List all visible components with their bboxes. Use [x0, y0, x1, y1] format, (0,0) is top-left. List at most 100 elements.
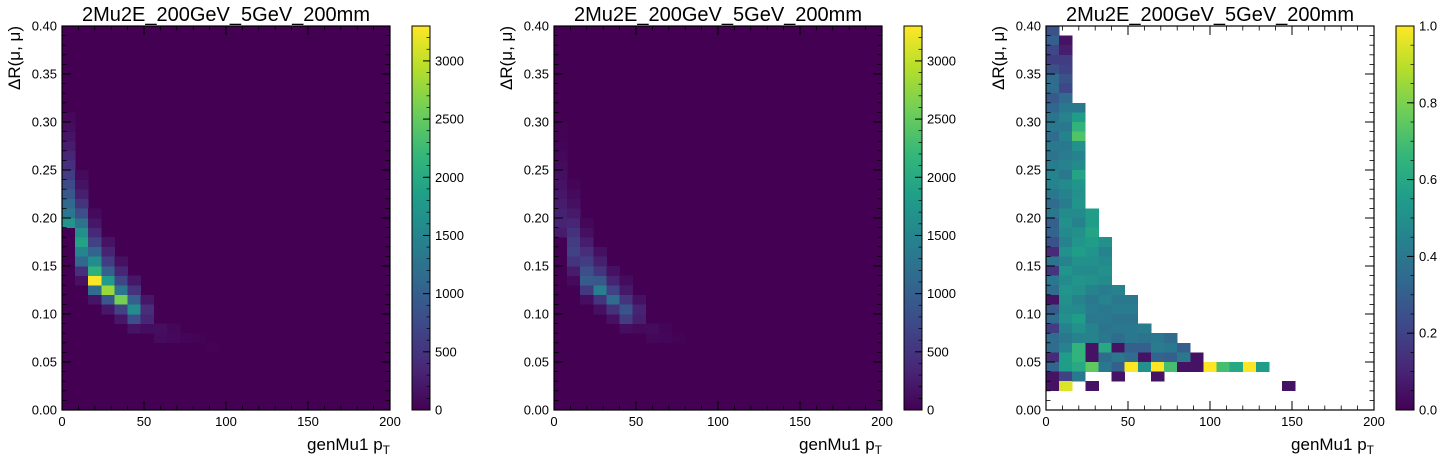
heatmap-cell	[1046, 131, 1060, 142]
heatmap-cell	[1072, 198, 1086, 209]
y-tick-label: 0.40	[1016, 19, 1041, 34]
heatmap-cell	[580, 266, 594, 276]
heatmap-cell	[1046, 141, 1060, 152]
heatmap-cell	[88, 285, 102, 296]
heatmap-cell	[1059, 362, 1073, 372]
heatmap-cell	[1059, 323, 1073, 334]
heatmap-cell	[567, 246, 581, 257]
heatmap-cell	[1059, 150, 1073, 161]
heatmap-cell	[1046, 275, 1060, 286]
colorbar-tick-label: 1500	[435, 228, 464, 243]
heatmap-cell	[1085, 227, 1099, 238]
heatmap-cell	[1072, 342, 1086, 353]
colorbar-tick-label: 0.0	[1419, 403, 1437, 418]
heatmap-cell	[127, 285, 142, 296]
heatmap-cell	[1059, 227, 1073, 238]
heatmap-cell	[1046, 54, 1060, 65]
heatmap-cell	[1085, 362, 1099, 372]
heatmap-cell	[1137, 362, 1152, 372]
heatmap-cell	[567, 237, 581, 248]
heatmap-cell	[1059, 74, 1073, 84]
heatmap-cell	[1046, 246, 1060, 257]
heatmap-cell	[62, 198, 76, 209]
heatmap-cell	[1059, 314, 1073, 324]
heatmap-cell	[1164, 333, 1178, 344]
heatmap-cell	[1203, 362, 1217, 372]
heatmap-cell	[1150, 333, 1165, 344]
heatmap-cell	[554, 141, 568, 152]
heatmap-cell	[1255, 362, 1270, 372]
heatmap-cell	[1124, 323, 1139, 334]
heatmap-cell	[1098, 342, 1112, 353]
colorbar-tick-label: 2000	[927, 170, 956, 185]
colorbar	[412, 26, 430, 410]
heatmap-cell	[567, 218, 581, 228]
heatmap-cell	[1085, 208, 1099, 219]
heatmap-cell	[1046, 256, 1060, 267]
chart-title: 2Mu2E_200GeV_5GeV_200mm	[574, 4, 862, 26]
heatmap-cell	[1072, 256, 1086, 267]
colorbar-tick-label: 0	[435, 403, 442, 418]
x-tick-label: 150	[1281, 414, 1303, 429]
y-tick-label: 0.20	[524, 211, 549, 226]
heatmap-cell	[1072, 352, 1086, 363]
y-tick-label: 0.25	[524, 163, 549, 178]
heatmap-cell	[1059, 246, 1073, 257]
heatmap-cell	[1164, 362, 1178, 372]
heatmap-cell	[580, 285, 594, 296]
colorbar-tick-label: 0.4	[1419, 249, 1437, 264]
heatmap-cell	[62, 122, 76, 132]
heatmap-cell	[1059, 333, 1073, 344]
y-tick-label: 0.15	[524, 259, 549, 274]
heatmap-cell	[1085, 304, 1099, 315]
heatmap-cell	[1046, 198, 1060, 209]
heatmap-cell	[62, 112, 76, 123]
heatmap-cell	[88, 227, 102, 238]
heatmap-cell	[88, 256, 102, 267]
heatmap-cell	[1085, 285, 1099, 296]
y-tick-label: 0.15	[32, 259, 57, 274]
y-tick-label: 0.40	[32, 19, 57, 34]
y-tick-label: 0.35	[524, 67, 549, 82]
heatmap-cell	[1072, 170, 1086, 180]
heatmap-cell	[1098, 333, 1112, 344]
heatmap-cell	[593, 294, 607, 305]
heatmap-cell	[1072, 112, 1086, 123]
heatmap-cell	[1059, 160, 1073, 171]
heatmap-cell	[1111, 342, 1126, 353]
y-tick-label: 0.25	[32, 163, 57, 178]
heatmap-cell	[1046, 371, 1060, 382]
chart-title: 2Mu2E_200GeV_5GeV_200mm	[82, 4, 370, 26]
heatmap-cell	[1059, 112, 1073, 123]
heatmap-cell	[1137, 333, 1152, 344]
x-tick-label: 50	[1121, 414, 1135, 429]
heatmap-cell	[153, 333, 168, 344]
heatmap-cell	[101, 266, 115, 276]
heatmap-cell	[1046, 83, 1060, 94]
plot-area	[62, 26, 390, 410]
heatmap-cell	[1046, 189, 1060, 200]
colorbar-tick-label: 0.8	[1419, 95, 1437, 110]
heatmap-cell	[1150, 352, 1165, 363]
heatmap-cell	[658, 323, 673, 334]
heatmap-cell	[1124, 352, 1139, 363]
heatmap-cell	[1059, 208, 1073, 219]
heatmap-cell	[127, 323, 142, 334]
heatmap-cell	[62, 160, 76, 171]
heatmap-cell	[554, 208, 568, 219]
heatmap-cell	[193, 333, 207, 344]
heatmap-cell	[1046, 160, 1060, 171]
heatmap-cell	[1046, 208, 1060, 219]
heatmap-cell	[1059, 45, 1073, 56]
heatmap-cell	[75, 246, 89, 257]
heatmap-cell	[1085, 266, 1099, 276]
heatmap-cell	[1072, 218, 1086, 228]
heatmap-cell	[140, 314, 155, 324]
heatmap-cell	[1085, 294, 1099, 305]
x-tick-label: 200	[1363, 414, 1385, 429]
heatmap-cell	[127, 304, 142, 315]
heatmap-cell	[645, 333, 660, 344]
colorbar-tick-label: 3000	[927, 53, 956, 68]
heatmap-cell	[1046, 352, 1060, 363]
